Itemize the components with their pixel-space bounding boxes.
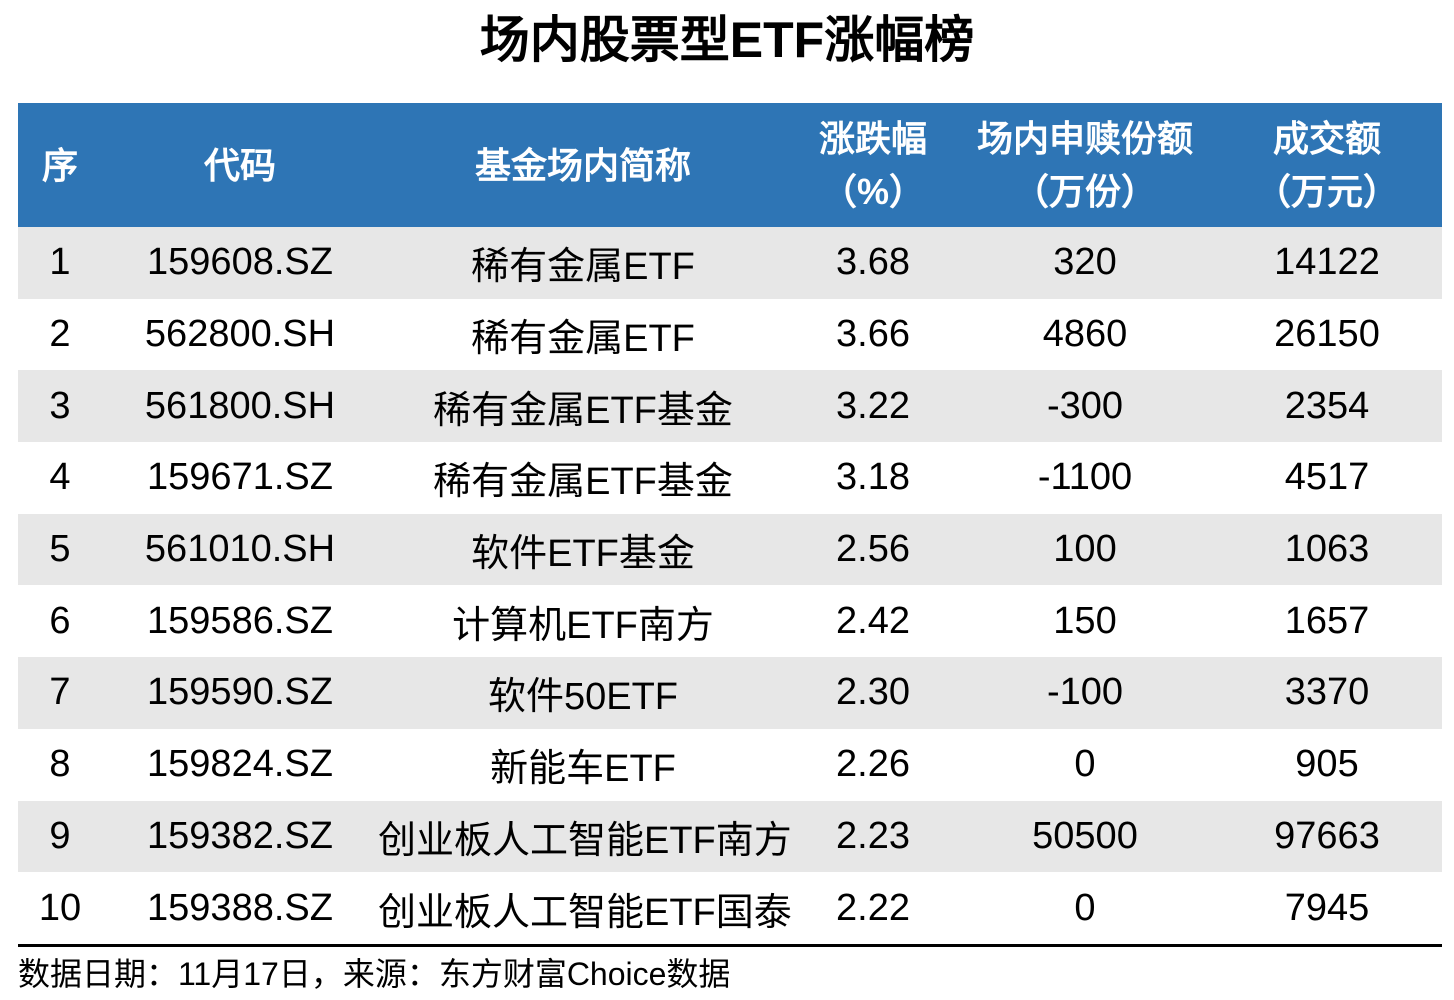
column-header-name: 基金场内简称 (378, 103, 788, 227)
column-header-seq: 序 (18, 103, 102, 227)
column-label: 成交额 (1272, 118, 1381, 159)
cell-change: 2.22 (836, 886, 910, 929)
cell-seq: 3 (49, 384, 71, 427)
cell-seq: 7 (49, 671, 71, 714)
page-title: 场内股票型ETF涨幅榜 (479, 12, 975, 68)
cell-change: 3.68 (836, 241, 910, 284)
cell-name: 稀有金属ETF (471, 318, 695, 361)
cell-seq: 4 (49, 456, 71, 499)
column-label: 代码 (203, 144, 276, 186)
table-row: 2 562800.SH 稀有金属ETF 3.66 4860 26150 (18, 299, 1442, 371)
cell-turnover: 1063 (1284, 528, 1370, 571)
cell-turnover: 26150 (1274, 313, 1380, 356)
cell-seq: 5 (49, 528, 71, 571)
column-label: 基金场内简称 (474, 144, 691, 186)
column-header-shares: 场内申赎份额 （万份） (958, 103, 1212, 227)
cell-turnover: 2354 (1284, 384, 1370, 427)
column-unit: （%） (820, 171, 925, 212)
cell-name: 稀有金属ETF (471, 246, 695, 289)
table-body: 1 159608.SZ 稀有金属ETF 3.68 320 14122 2 562… (18, 227, 1442, 944)
cell-name: 稀有金属ETF基金 (433, 389, 733, 432)
cell-code: 159590.SZ (147, 671, 333, 714)
cell-turnover: 1657 (1284, 599, 1370, 642)
cell-shares: 0 (1074, 743, 1096, 786)
cell-turnover: 14122 (1274, 241, 1380, 284)
cell-name: 新能车ETF (490, 748, 676, 791)
cell-turnover: 7945 (1284, 886, 1370, 929)
table-row: 6 159586.SZ 计算机ETF南方 2.42 150 1657 (18, 585, 1442, 657)
cell-shares: 150 (1053, 599, 1117, 642)
cell-code: 561800.SH (144, 384, 336, 427)
cell-code: 159824.SZ (147, 743, 333, 786)
cell-turnover: 97663 (1274, 814, 1380, 857)
cell-code: 561010.SH (144, 528, 336, 571)
cell-name: 软件50ETF (487, 676, 679, 719)
column-unit: （万份） (1012, 171, 1157, 212)
table-row: 1 159608.SZ 稀有金属ETF 3.68 320 14122 (18, 227, 1442, 299)
table-row: 9 159382.SZ 创业板人工智能ETF南方 2.23 50500 9766… (18, 800, 1442, 873)
cell-turnover: 905 (1295, 743, 1359, 786)
cell-seq: 2 (49, 313, 71, 356)
table-row: 5 561010.SH 软件ETF基金 2.56 100 1063 (18, 513, 1442, 586)
cell-change: 3.22 (836, 384, 910, 427)
cell-change: 2.30 (836, 671, 910, 714)
cell-shares: 100 (1053, 528, 1117, 571)
cell-change: 2.26 (836, 743, 910, 786)
column-unit: （万元） (1254, 171, 1399, 212)
cell-code: 159671.SZ (147, 456, 333, 499)
cell-change: 2.56 (836, 528, 910, 571)
cell-name: 创业板人工智能ETF南方 (378, 819, 792, 862)
cell-code: 562800.SH (144, 313, 336, 356)
cell-change: 2.23 (836, 814, 910, 857)
cell-shares: -100 (1046, 671, 1124, 714)
cell-code: 159608.SZ (147, 241, 333, 284)
footer-note: 数据日期：11月17日，来源：东方财富Choice数据 (18, 955, 731, 992)
cell-turnover: 3370 (1284, 671, 1370, 714)
cell-shares: -300 (1046, 384, 1124, 427)
cell-code: 159382.SZ (147, 814, 333, 857)
cell-shares: -1100 (1037, 456, 1133, 499)
cell-turnover: 4517 (1284, 456, 1370, 499)
cell-seq: 1 (49, 241, 71, 284)
cell-seq: 8 (49, 743, 71, 786)
table-header-row: 序 代码 基金场内简称 涨跌幅 （%） 场内申赎份额 （万份） 成交额 （万元） (18, 103, 1442, 227)
table-row: 10 159388.SZ 创业板人工智能ETF国泰 2.22 0 7945 (18, 872, 1442, 944)
column-header-turnover: 成交额 （万元） (1212, 103, 1442, 227)
column-label: 序 (41, 144, 78, 186)
cell-name: 稀有金属ETF基金 (433, 461, 733, 504)
cell-shares: 4860 (1042, 313, 1128, 356)
cell-code: 159388.SZ (147, 886, 333, 929)
cell-code: 159586.SZ (147, 599, 333, 642)
etf-table: 序 代码 基金场内简称 涨跌幅 （%） 场内申赎份额 （万份） 成交额 （万元）… (18, 103, 1442, 944)
column-label: 场内申赎份额 (976, 118, 1193, 159)
cell-shares: 50500 (1032, 814, 1138, 857)
cell-shares: 320 (1053, 241, 1117, 284)
column-label: 涨跌幅 (818, 118, 927, 159)
column-header-change: 涨跌幅 （%） (788, 103, 958, 227)
footer-divider (18, 943, 1442, 947)
column-header-code: 代码 (102, 103, 378, 227)
table-row: 4 159671.SZ 稀有金属ETF基金 3.18 -1100 4517 (18, 442, 1442, 514)
table-row: 8 159824.SZ 新能车ETF 2.26 0 905 (18, 729, 1442, 801)
cell-seq: 9 (49, 814, 71, 857)
table-row: 3 561800.SH 稀有金属ETF基金 3.22 -300 2354 (18, 370, 1442, 443)
table-row: 7 159590.SZ 软件50ETF 2.30 -100 3370 (18, 657, 1442, 729)
cell-seq: 6 (49, 599, 71, 642)
cell-change: 3.18 (836, 456, 910, 499)
cell-change: 3.66 (836, 313, 910, 356)
cell-change: 2.42 (836, 599, 910, 642)
cell-seq: 10 (38, 886, 82, 929)
cell-name: 计算机ETF南方 (452, 604, 714, 647)
cell-name: 创业板人工智能ETF国泰 (378, 891, 792, 934)
cell-name: 软件ETF基金 (471, 533, 695, 576)
cell-shares: 0 (1074, 886, 1096, 929)
